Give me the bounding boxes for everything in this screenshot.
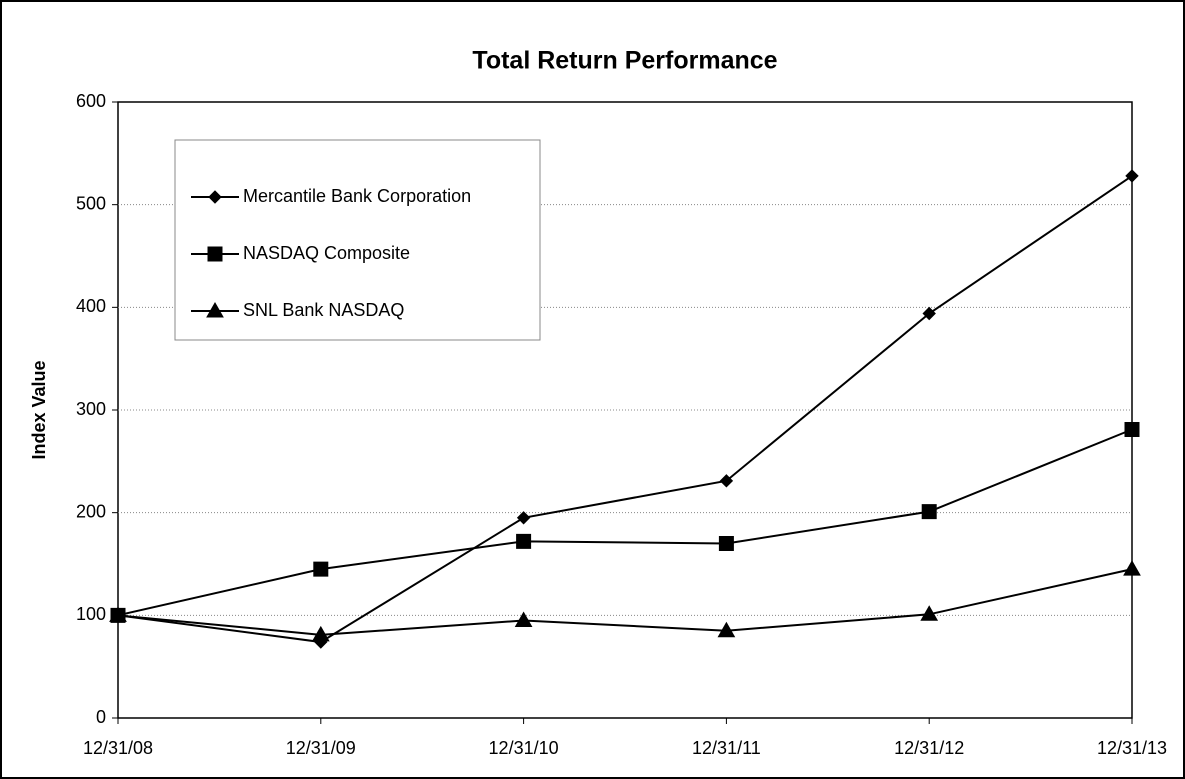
data-point bbox=[1124, 422, 1140, 438]
legend-label: SNL Bank NASDAQ bbox=[243, 300, 404, 320]
chart-title: Total Return Performance bbox=[472, 47, 777, 75]
x-tick-label: 12/31/13 bbox=[1097, 738, 1167, 758]
data-point bbox=[313, 561, 329, 577]
data-point bbox=[920, 605, 939, 621]
data-point bbox=[717, 621, 736, 638]
data-point bbox=[1123, 560, 1141, 576]
legend-label: Mercantile Bank Corporation bbox=[243, 186, 471, 206]
y-tick-label: 400 bbox=[76, 296, 106, 316]
data-point bbox=[516, 533, 532, 549]
series-line bbox=[117, 568, 1133, 636]
y-tick-label: 0 bbox=[96, 707, 106, 727]
x-tick-label: 12/31/11 bbox=[692, 738, 761, 758]
x-tick-label: 12/31/09 bbox=[286, 738, 356, 758]
data-point bbox=[1125, 169, 1139, 183]
legend-marker bbox=[208, 190, 222, 204]
x-tick-label: 12/31/12 bbox=[894, 738, 964, 758]
data-point bbox=[516, 511, 531, 525]
y-tick-label: 100 bbox=[76, 604, 106, 624]
data-point bbox=[921, 504, 937, 520]
data-point bbox=[719, 474, 734, 488]
data-point bbox=[514, 611, 533, 627]
data-point bbox=[109, 606, 127, 622]
y-tick-label: 500 bbox=[76, 193, 106, 213]
data-point bbox=[718, 535, 734, 551]
data-point bbox=[922, 306, 936, 321]
y-tick-label: 300 bbox=[76, 399, 106, 419]
series-line bbox=[117, 175, 1133, 644]
x-tick-label: 12/31/10 bbox=[489, 738, 559, 758]
legend-marker bbox=[207, 246, 223, 262]
y-tick-label: 200 bbox=[76, 501, 106, 521]
legend-label: NASDAQ Composite bbox=[243, 243, 410, 263]
legend-box bbox=[174, 139, 541, 341]
series-line bbox=[117, 428, 1133, 617]
y-tick-label: 600 bbox=[76, 91, 106, 111]
y-axis-label: Index Value bbox=[29, 360, 49, 459]
x-tick-label: 12/31/08 bbox=[83, 738, 153, 758]
data-point bbox=[311, 625, 330, 642]
legend-marker bbox=[206, 301, 224, 318]
